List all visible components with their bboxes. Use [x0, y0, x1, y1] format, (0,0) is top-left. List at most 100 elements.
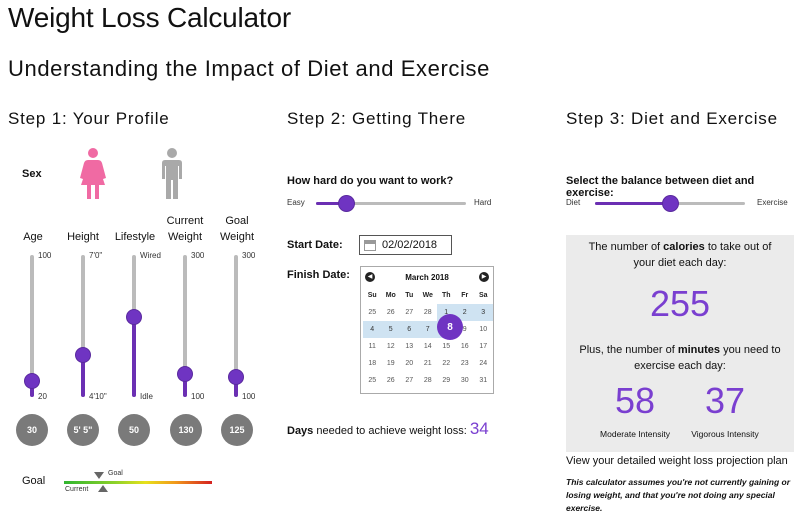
calendar-weekday: Mo [385, 292, 396, 299]
calendar-day[interactable]: 28 [423, 309, 432, 316]
calendar-day[interactable]: 17 [479, 343, 488, 350]
vigorous-minutes-value: 37 [704, 380, 746, 421]
height-slider-fill [81, 355, 85, 397]
height-label: Height [67, 231, 99, 243]
age-value-bubble: 30 [16, 414, 48, 446]
calendar-prev-icon[interactable]: ◀ [365, 272, 375, 282]
start-date-value: 02/02/2018 [382, 239, 438, 251]
calendar-day[interactable]: 9 [462, 326, 467, 333]
goal-marker-label: Goal [108, 470, 123, 477]
calendar-week: 25 26 27 28 1 2 3 [363, 304, 493, 321]
calendar-day[interactable]: 27 [405, 377, 414, 384]
current-weight-slider-handle[interactable] [178, 366, 192, 381]
height-min-label: 4'10" [89, 392, 107, 401]
goal-weight-slider-fill [234, 376, 238, 397]
calendar-week: 11 12 13 14 15 16 17 [363, 338, 493, 355]
current-marker-label: Current [65, 486, 89, 493]
goal-weight-label: Goal Weight [219, 215, 255, 243]
calendar-weekday: Th [441, 292, 451, 299]
current-weight-slider-fill [183, 373, 187, 397]
calendar-day[interactable]: 4 [363, 321, 382, 338]
calendar-day[interactable]: 11 [368, 343, 376, 350]
goal-weight-slider-track[interactable] [234, 255, 238, 397]
finish-date-calendar[interactable]: ◀ March 2018 ▶ Su Mo Tu We Th Fr Sa 25 26 27 28 1 2 3… [360, 266, 494, 394]
sex-label: Sex [22, 168, 42, 180]
calendar-day[interactable]: 15 [442, 343, 451, 350]
calendar-day[interactable]: 13 [405, 343, 414, 350]
lifestyle-slider-handle[interactable] [127, 310, 141, 324]
calendar-day[interactable]: 14 [423, 343, 432, 350]
calendar-day[interactable]: 5 [381, 321, 400, 338]
calendar-day[interactable]: 31 [479, 377, 488, 384]
calendar-day[interactable]: 23 [460, 360, 469, 367]
assumption-note: This calculator assumes you're not curre… [566, 477, 791, 513]
moderate-intensity-label: Moderate Intensity [600, 429, 670, 439]
calendar-next-icon[interactable]: ▶ [479, 272, 489, 282]
calendar-day[interactable]: 10 [479, 326, 488, 333]
days-value: 34 [469, 419, 489, 438]
calendar-day[interactable]: 18 [368, 360, 377, 367]
age-slider-fill [30, 380, 34, 397]
goal-weight-value-bubble: 125 [221, 414, 253, 446]
calendar-day[interactable]: 2 [455, 304, 474, 321]
calendar-day[interactable]: 26 [386, 309, 395, 316]
vigorous-intensity-label: Vigorous Intensity [691, 429, 759, 439]
balance-max-label: Exercise [757, 198, 788, 207]
calendar-weekday: Tu [405, 292, 414, 299]
calendar-day[interactable]: 21 [423, 360, 432, 367]
age-slider-track[interactable] [30, 255, 34, 397]
male-icon[interactable] [160, 148, 184, 200]
calendar-day[interactable]: 24 [479, 360, 488, 367]
days-needed: Days needed to achieve weight loss: 34 [287, 419, 489, 438]
calendar-day[interactable]: 28 [423, 377, 432, 384]
balance-min-label: Diet [566, 198, 581, 207]
calendar-day[interactable]: 12 [386, 343, 395, 350]
age-min-label: 20 [38, 392, 47, 401]
projection-plan-link[interactable]: View your detailed weight loss projectio… [566, 455, 788, 467]
lifestyle-value-bubble: 50 [118, 414, 150, 446]
effort-min-label: Easy [287, 198, 305, 207]
effort-slider-track[interactable] [316, 202, 466, 205]
step2-heading: Step 2: Getting There [287, 109, 467, 128]
female-icon[interactable] [79, 148, 107, 200]
calendar-day[interactable]: 16 [460, 343, 469, 350]
effort-slider-fill [316, 202, 346, 205]
calendar-selected-day[interactable]: 8 [437, 314, 463, 340]
goal-weight-min-label: 100 [242, 392, 256, 401]
calories-text: The number of calories to take out of yo… [588, 241, 772, 269]
calendar-day[interactable]: 7 [418, 321, 437, 338]
page-title: Weight Loss Calculator [8, 2, 291, 33]
calendar-day[interactable]: 22 [442, 360, 451, 367]
calendar-day[interactable]: 26 [386, 377, 395, 384]
calendar-day[interactable]: 27 [405, 309, 414, 316]
page-subtitle: Understanding the Impact of Diet and Exe… [8, 56, 490, 81]
calendar-day[interactable]: 29 [442, 377, 451, 384]
goal-bar-label: Goal [22, 475, 46, 487]
moderate-minutes-value: 58 [614, 380, 656, 421]
goal-progress-bar [64, 481, 212, 484]
calendar-day[interactable]: 25 [368, 309, 377, 316]
current-weight-value-bubble: 130 [170, 414, 202, 446]
height-slider-handle[interactable] [76, 348, 90, 363]
effort-slider-handle[interactable] [339, 196, 354, 211]
start-date-input[interactable]: 02/02/2018 [359, 235, 452, 255]
goal-weight-max-label: 300 [242, 251, 256, 260]
age-slider-handle[interactable] [25, 373, 39, 388]
calendar-day[interactable]: 20 [405, 360, 414, 367]
current-weight-max-label: 300 [191, 251, 205, 260]
calendar-day[interactable]: 25 [368, 377, 377, 384]
calendar-day[interactable]: 3 [474, 304, 493, 321]
height-slider-track[interactable] [81, 255, 85, 397]
finish-date-label: Finish Date: [287, 269, 350, 281]
calendar-day[interactable]: 6 [400, 321, 419, 338]
calendar-week: 4 5 6 7 9 10 [363, 321, 493, 338]
calendar-day[interactable]: 19 [386, 360, 395, 367]
current-weight-slider-track[interactable] [183, 255, 187, 397]
start-date-label: Start Date: [287, 239, 343, 251]
step1-heading: Step 1: Your Profile [8, 109, 170, 128]
lifestyle-label: Lifestyle [114, 231, 156, 243]
calendar-day[interactable]: 30 [460, 377, 469, 384]
goal-weight-slider-handle[interactable] [229, 369, 243, 384]
balance-slider-handle[interactable] [663, 196, 678, 211]
age-label: Age [23, 231, 43, 243]
